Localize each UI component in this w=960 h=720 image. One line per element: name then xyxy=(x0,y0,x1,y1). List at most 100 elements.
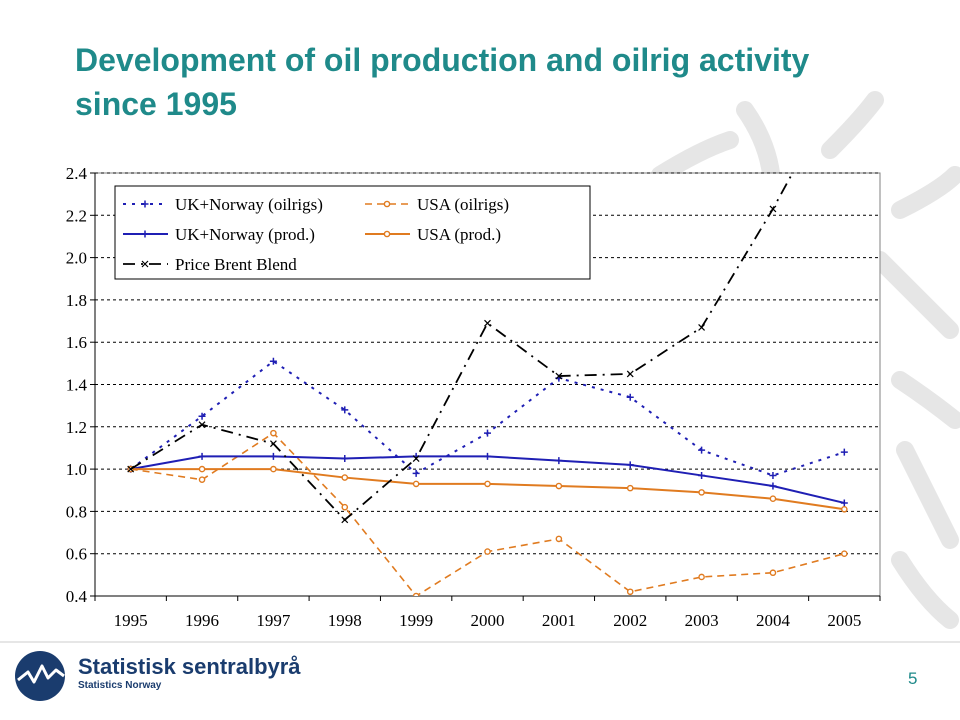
data-point xyxy=(269,440,277,448)
x-tick-label: 2005 xyxy=(827,611,861,630)
legend-marker xyxy=(141,230,149,238)
x-tick-label: 2003 xyxy=(685,611,719,630)
data-point xyxy=(484,548,491,555)
x-tick-label: 2002 xyxy=(613,611,647,630)
data-point xyxy=(269,452,277,460)
legend-label: UK+Norway (oilrigs) xyxy=(175,195,323,214)
data-point xyxy=(769,569,777,577)
data-point xyxy=(269,357,277,365)
y-tick-label: 0.8 xyxy=(66,502,87,521)
legend-item: USA (oilrigs) xyxy=(365,195,509,214)
data-point xyxy=(769,205,777,213)
data-point xyxy=(484,319,491,327)
legend-label: USA (prod.) xyxy=(417,225,501,244)
series-price-brent-blend xyxy=(127,173,794,524)
data-point xyxy=(412,480,420,488)
legend-item: Price Brent Blend xyxy=(123,255,297,274)
y-tick-label: 2.0 xyxy=(66,249,87,268)
legend-box xyxy=(114,185,591,280)
y-tick-label: 1.8 xyxy=(66,291,87,310)
data-point xyxy=(484,429,491,437)
data-point xyxy=(698,489,705,496)
data-point xyxy=(198,452,206,460)
x-tick-label: 1999 xyxy=(399,611,433,630)
data-point xyxy=(412,469,420,477)
slide-title: Development of oil production and oilrig… xyxy=(75,42,810,122)
data-point xyxy=(341,406,349,414)
x-tick-label: 1995 xyxy=(114,611,148,630)
data-point xyxy=(341,516,349,524)
legend-marker xyxy=(383,200,391,208)
y-tick-label: 1.6 xyxy=(66,333,87,352)
y-tick-label: 0.4 xyxy=(66,587,88,606)
y-tick-label: 2.2 xyxy=(66,206,87,225)
data-point xyxy=(841,505,848,513)
data-point xyxy=(484,480,491,488)
logo-name: Statistisk sentralbyrå xyxy=(78,654,301,679)
legend-label: USA (oilrigs) xyxy=(417,195,509,214)
data-point xyxy=(484,452,491,460)
legend-marker xyxy=(383,230,391,238)
x-tick-label: 2000 xyxy=(471,611,505,630)
series-line xyxy=(130,173,794,522)
data-point xyxy=(840,499,848,507)
data-point xyxy=(127,465,135,473)
data-point xyxy=(412,592,420,596)
data-point xyxy=(555,372,563,380)
data-point xyxy=(626,461,634,469)
x-tick-label: 1996 xyxy=(185,611,219,630)
data-point xyxy=(198,476,206,483)
legend-item: USA (prod.) xyxy=(365,225,501,244)
data-point xyxy=(412,455,420,462)
data-point xyxy=(769,495,777,503)
data-point xyxy=(555,482,563,490)
data-point xyxy=(270,465,277,473)
ssb-logo[interactable]: Statistisk sentralbyrå Statistics Norway xyxy=(12,648,312,704)
legend: UK+Norway (oilrigs) USA (oilrigs) UK+Norwa… xyxy=(114,185,591,280)
legend-marker xyxy=(141,260,149,268)
data-point xyxy=(698,471,706,479)
data-point xyxy=(198,412,206,420)
legend-marker xyxy=(141,200,149,208)
data-point xyxy=(769,482,777,490)
x-tick-label: 1997 xyxy=(256,611,291,630)
data-point xyxy=(626,484,634,492)
legend-item: UK+Norway (oilrigs) xyxy=(123,195,323,214)
ssb-globe-icon xyxy=(15,651,65,701)
data-point xyxy=(341,455,349,463)
series-usa-oilrigs- xyxy=(127,429,848,596)
data-point xyxy=(626,393,634,401)
legend-item: UK+Norway (prod.) xyxy=(123,225,315,244)
data-point xyxy=(198,421,206,429)
data-point xyxy=(769,471,777,479)
data-point xyxy=(341,503,349,511)
series-lines xyxy=(127,173,848,596)
legend-label: UK+Norway (prod.) xyxy=(175,225,315,244)
y-tick-label: 1.4 xyxy=(66,376,88,395)
data-point xyxy=(555,535,563,543)
data-point xyxy=(341,474,349,481)
x-tick-label: 2004 xyxy=(756,611,791,630)
data-point xyxy=(698,446,706,454)
data-point xyxy=(555,457,563,465)
y-tick-label: 0.6 xyxy=(66,545,87,564)
legend-label: Price Brent Blend xyxy=(175,255,297,274)
logo-subtitle: Statistics Norway xyxy=(78,680,162,691)
x-tick-label: 1998 xyxy=(328,611,362,630)
data-point xyxy=(840,448,848,456)
data-point xyxy=(626,588,634,596)
x-tick-label: 2001 xyxy=(542,611,576,630)
y-tick-label: 2.4 xyxy=(66,164,88,183)
data-point xyxy=(270,429,277,437)
data-point xyxy=(626,370,634,378)
y-tick-label: 1.0 xyxy=(66,460,87,479)
data-point xyxy=(841,550,848,558)
page-number: 5 xyxy=(908,669,918,688)
data-point xyxy=(198,465,206,473)
axes: 0.4 0.6 0.8 1.0 1.2 1.4 1.6 1.8 2.0 2.2 2.4 1995 199… xyxy=(66,164,881,630)
y-tick-label: 1.2 xyxy=(66,418,87,437)
line-chart: 0.4 0.6 0.8 1.0 1.2 1.4 1.6 1.8 2.0 2.2 2.4 1995 199… xyxy=(66,164,881,630)
data-point xyxy=(698,323,706,331)
data-point xyxy=(698,573,705,581)
